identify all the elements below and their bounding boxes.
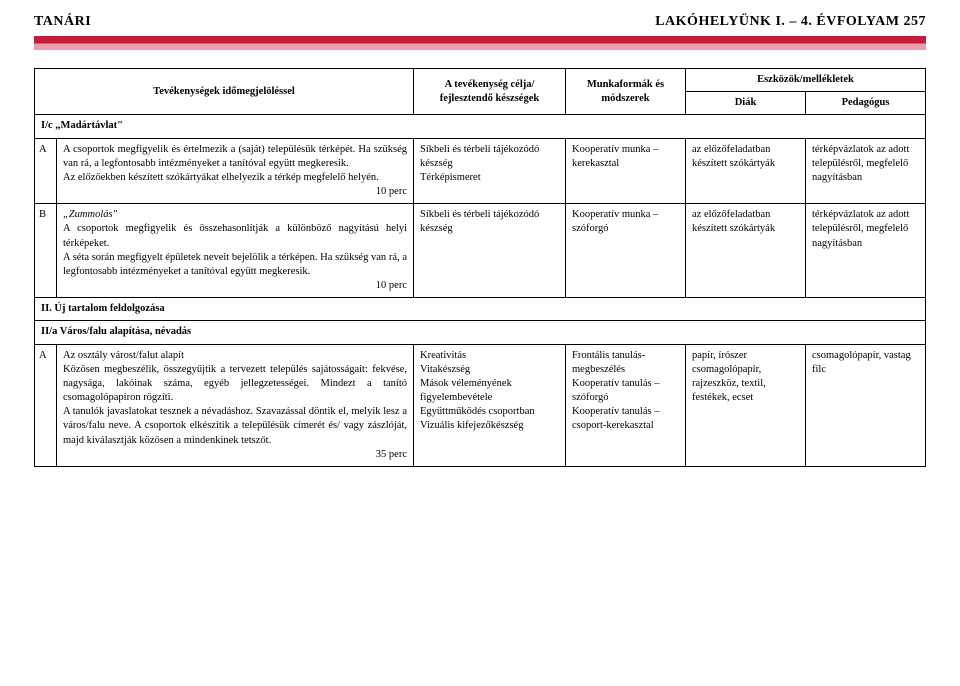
col-header-tools: Eszközök/mellékletek bbox=[686, 69, 926, 92]
method-cell: Kooperatív munka – szóforgó bbox=[566, 204, 686, 298]
diak-cell: az előzőfeladatban készített szókártyák bbox=[686, 204, 806, 298]
col-header-activity: Tevékenységek időmegjelöléssel bbox=[35, 69, 414, 115]
col-header-skill: A tevékenység célja/ fejlesztendő készsé… bbox=[414, 69, 566, 115]
table-row-A: A A csoportok megfigyelik és értelmezik … bbox=[35, 138, 926, 204]
section-1-label: I/c „Madártávlat" bbox=[35, 115, 926, 138]
section-1-row: I/c „Madártávlat" bbox=[35, 115, 926, 138]
col-header-method: Munkaformák és módszerek bbox=[566, 69, 686, 115]
col-header-diak: Diák bbox=[686, 92, 806, 115]
activity-text: A csoportok megfigyelik és értelmezik a … bbox=[63, 143, 407, 171]
section-2a-row: II/a Város/falu alapítása, névadás bbox=[35, 321, 926, 344]
activity-title: „Zummolás" bbox=[63, 208, 407, 222]
activity-text: A séta során megfigyelt épületek neveit … bbox=[63, 251, 407, 279]
red-separator-bar bbox=[34, 36, 926, 50]
ped-cell: térképvázlatok az adott településről, me… bbox=[806, 138, 926, 204]
activity-title: Az osztály várost/falut alapít bbox=[63, 349, 407, 363]
activity-time: 10 perc bbox=[63, 185, 407, 199]
page-content: Tevékenységek időmegjelöléssel A tevéken… bbox=[0, 68, 960, 467]
skill-cell: Kreativitás Vitakészség Mások véleményén… bbox=[414, 344, 566, 466]
row-letter: A bbox=[35, 138, 57, 204]
section-2-label: II. Új tartalom feldolgozása bbox=[35, 298, 926, 321]
method-cell: Kooperatív munka – kerekasztal bbox=[566, 138, 686, 204]
table-row-B: B „Zummolás" A csoportok megfigyelik és … bbox=[35, 204, 926, 298]
activity-text: Az előzőekben készített szókártyákat elh… bbox=[63, 171, 407, 185]
table-header-row-1: Tevékenységek időmegjelöléssel A tevéken… bbox=[35, 69, 926, 92]
ped-cell: térképvázlatok az adott településről, me… bbox=[806, 204, 926, 298]
diak-cell: papír, írószer csomagolópapír, rajzeszkö… bbox=[686, 344, 806, 466]
activity-text: A csoportok megfigyelik és összehasonlít… bbox=[63, 222, 407, 250]
section-2a-label: II/a Város/falu alapítása, névadás bbox=[35, 321, 926, 344]
header-left: TANÁRI bbox=[34, 14, 91, 30]
col-header-ped: Pedagógus bbox=[806, 92, 926, 115]
table-row-A2: A Az osztály várost/falut alapít Közösen… bbox=[35, 344, 926, 466]
activity-cell: Az osztály várost/falut alapít Közösen m… bbox=[57, 344, 414, 466]
skill-cell: Síkbeli és térbeli tájékozódó készség bbox=[414, 204, 566, 298]
ped-cell: csomagolópapír, vastag filc bbox=[806, 344, 926, 466]
header-right: LAKÓHELYÜNK I. – 4. ÉVFOLYAM 257 bbox=[655, 14, 926, 30]
row-letter: B bbox=[35, 204, 57, 298]
row-letter: A bbox=[35, 344, 57, 466]
page-header: TANÁRI LAKÓHELYÜNK I. – 4. ÉVFOLYAM 257 bbox=[0, 0, 960, 36]
activity-time: 35 perc bbox=[63, 448, 407, 462]
activity-cell: „Zummolás" A csoportok megfigyelik és ös… bbox=[57, 204, 414, 298]
lesson-plan-table: Tevékenységek időmegjelöléssel A tevéken… bbox=[34, 68, 926, 467]
method-cell: Frontális tanulás-megbeszélés Kooperatív… bbox=[566, 344, 686, 466]
activity-time: 10 perc bbox=[63, 279, 407, 293]
skill-cell: Síkbeli és térbeli tájékozódó készség Té… bbox=[414, 138, 566, 204]
diak-cell: az előzőfeladatban készített szókártyák bbox=[686, 138, 806, 204]
activity-text: A tanulók ja­vas­la­to­kat tesznek a név… bbox=[63, 405, 407, 448]
section-2-row: II. Új tartalom feldolgozása bbox=[35, 298, 926, 321]
activity-text: Közösen megbeszélik, összegyűjtik a terv… bbox=[63, 363, 407, 406]
activity-cell: A csoportok megfigyelik és értelmezik a … bbox=[57, 138, 414, 204]
